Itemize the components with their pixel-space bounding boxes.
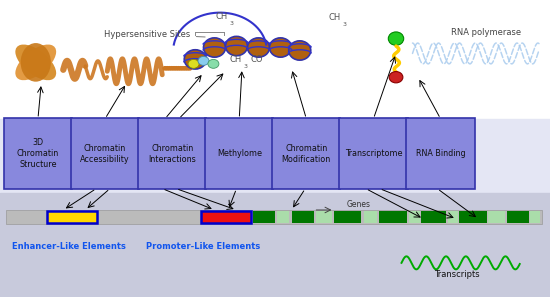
Bar	[459, 211, 487, 223]
Text: Hypersensitive Sites: Hypersensitive Sites	[104, 30, 205, 39]
Text: 3: 3	[343, 22, 346, 27]
Text: 3D
Chromatin
Structure: 3D Chromatin Structure	[17, 138, 59, 169]
Ellipse shape	[208, 59, 219, 68]
Ellipse shape	[171, 66, 177, 71]
Ellipse shape	[248, 38, 270, 57]
Text: CH: CH	[230, 55, 242, 64]
Ellipse shape	[187, 66, 192, 71]
Bar	[0, 0, 550, 119]
FancyBboxPatch shape	[4, 118, 72, 189]
Bar	[530, 211, 540, 223]
Text: CH: CH	[329, 13, 341, 22]
FancyBboxPatch shape	[138, 118, 206, 189]
Ellipse shape	[204, 38, 226, 57]
Bar	[421, 211, 446, 223]
Ellipse shape	[198, 56, 209, 65]
Ellipse shape	[289, 41, 311, 60]
FancyBboxPatch shape	[272, 118, 340, 189]
Bar	[47, 211, 97, 223]
Ellipse shape	[169, 66, 174, 71]
Text: Chromatin
Modification: Chromatin Modification	[282, 144, 331, 164]
Text: CH: CH	[216, 12, 228, 21]
FancyBboxPatch shape	[339, 118, 408, 189]
Bar	[364, 211, 377, 223]
Ellipse shape	[167, 66, 172, 71]
Bar	[448, 211, 458, 223]
Bar	[201, 211, 251, 223]
Text: RNA Binding: RNA Binding	[416, 149, 465, 158]
Text: 3: 3	[230, 21, 234, 26]
Bar	[0, 193, 550, 297]
Text: 3: 3	[244, 64, 248, 69]
Bar	[0, 119, 550, 193]
Ellipse shape	[15, 45, 56, 80]
Ellipse shape	[15, 45, 56, 80]
Bar	[379, 211, 407, 223]
Text: Genes: Genes	[346, 200, 371, 208]
Text: Promoter-Like Elements: Promoter-Like Elements	[146, 242, 261, 251]
Ellipse shape	[388, 32, 404, 45]
Ellipse shape	[176, 66, 182, 71]
Text: CO: CO	[250, 55, 263, 64]
Bar	[277, 211, 289, 223]
Ellipse shape	[180, 66, 186, 71]
Ellipse shape	[188, 59, 199, 68]
Ellipse shape	[226, 37, 248, 56]
Ellipse shape	[162, 66, 168, 71]
Bar	[507, 211, 529, 223]
FancyBboxPatch shape	[205, 118, 273, 189]
Text: Transcriptome: Transcriptome	[345, 149, 402, 158]
Text: Methylome: Methylome	[217, 149, 262, 158]
Ellipse shape	[164, 66, 170, 71]
FancyBboxPatch shape	[71, 118, 139, 189]
Bar	[488, 211, 505, 223]
Bar	[6, 210, 542, 224]
Text: Chromatin
Interactions: Chromatin Interactions	[148, 144, 196, 164]
Ellipse shape	[173, 66, 179, 71]
Text: RNA polymerase: RNA polymerase	[451, 28, 521, 37]
FancyBboxPatch shape	[406, 118, 475, 189]
Ellipse shape	[184, 50, 206, 69]
Bar	[409, 211, 420, 223]
Ellipse shape	[21, 43, 51, 82]
Ellipse shape	[178, 66, 184, 71]
Bar	[334, 211, 361, 223]
Bar	[253, 211, 275, 223]
Text: Enhancer-Like Elements: Enhancer-Like Elements	[12, 242, 126, 251]
Text: Transcripts: Transcripts	[434, 270, 479, 279]
Bar	[292, 211, 313, 223]
Ellipse shape	[185, 66, 190, 71]
Ellipse shape	[183, 66, 188, 71]
Bar	[316, 211, 332, 223]
Text: Chromatin
Accessibility: Chromatin Accessibility	[80, 144, 130, 164]
Ellipse shape	[389, 72, 403, 83]
Ellipse shape	[270, 38, 292, 57]
